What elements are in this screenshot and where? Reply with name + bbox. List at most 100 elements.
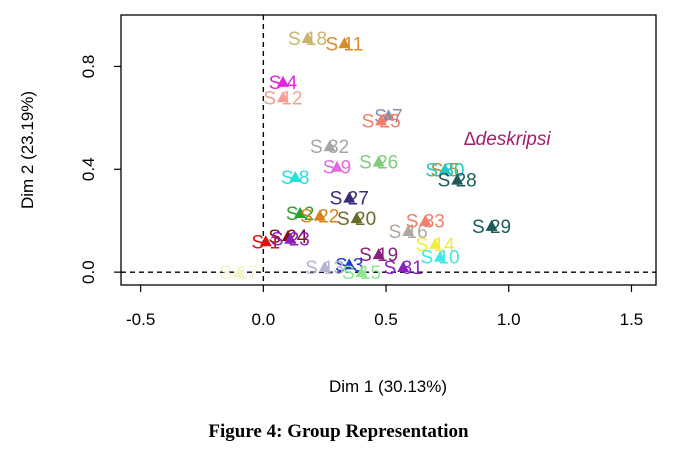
point-s19: S 19	[359, 245, 398, 266]
triangle-marker	[343, 191, 356, 203]
triangle-marker	[434, 250, 447, 262]
triangle-marker	[318, 261, 331, 272]
triangle-marker	[372, 248, 385, 260]
point-label: S 27	[330, 189, 369, 210]
point-label: S 16	[389, 222, 428, 243]
x-tick-label: -0.5	[126, 310, 155, 329]
point-label: S 2	[286, 204, 315, 225]
point-s12: S 12	[263, 88, 302, 109]
triangle-marker	[429, 237, 442, 249]
point-s10: S 10	[420, 248, 459, 269]
triangle-marker	[301, 32, 314, 44]
y-axis-title: Dim 2 (23.19%)	[18, 91, 37, 209]
x-tick-label: 0.5	[374, 310, 398, 329]
point-label: S 29	[472, 217, 511, 238]
point-label: S 10	[420, 248, 459, 269]
point-label: S 32	[310, 137, 349, 158]
point-s26: S 26	[359, 153, 398, 174]
triangle-marker	[284, 232, 297, 244]
y-tick-label: 0.8	[79, 55, 98, 79]
triangle-marker	[232, 266, 245, 278]
point-label: S 11	[325, 34, 363, 55]
triangle-marker	[355, 266, 368, 278]
point-label: S 15	[342, 263, 381, 284]
triangle-marker	[323, 140, 336, 152]
figure-caption: Figure 4: Group Representation	[208, 421, 469, 442]
triangle-marker	[372, 155, 385, 167]
triangle-marker	[375, 114, 388, 126]
point-s14: S 14	[416, 235, 456, 256]
point-label: S 23	[271, 230, 310, 251]
point-label: S 12	[263, 88, 302, 109]
point-s4: S 4	[269, 73, 298, 94]
triangle-marker	[289, 171, 302, 182]
point-label: S 22	[300, 207, 339, 228]
point-s32: S 32	[310, 137, 349, 158]
plot-frame	[120, 14, 657, 286]
point-s9: S 9	[323, 158, 352, 179]
legend-label: ∆deskripsi	[464, 129, 551, 150]
point-s22: S 22	[300, 207, 339, 228]
point-label: S 14	[416, 235, 456, 256]
point-label: S 1	[252, 232, 281, 253]
triangle-marker	[451, 173, 464, 185]
point-s17: S 17	[219, 263, 258, 284]
axes: -0.5 0.0 0.5 1.0 1.5 0.0 0.4 0.8	[79, 55, 643, 329]
point-s8: S 8	[281, 168, 310, 189]
point-s23: S 23	[271, 230, 310, 251]
triangle-marker	[343, 258, 356, 270]
point-s25: S 25	[362, 111, 401, 132]
triangle-marker	[438, 163, 451, 175]
point-label: S 26	[359, 153, 398, 174]
triangle-marker	[276, 75, 289, 87]
triangle-marker	[294, 207, 307, 218]
point-s31: S 31	[384, 258, 423, 279]
point-label: S 33	[406, 212, 445, 233]
point-s16: S 16	[389, 222, 428, 243]
triangle-marker	[338, 37, 351, 49]
point-label: S 4	[269, 73, 298, 94]
point-s20: S 20	[337, 209, 376, 230]
triangle-marker	[330, 160, 343, 172]
point-label: S 20	[337, 209, 376, 230]
triangle-marker	[419, 214, 432, 226]
triangle-marker	[402, 225, 415, 236]
triangle-marker	[276, 91, 289, 103]
point-s30: S 30	[425, 160, 464, 181]
point-s3: S 3	[335, 255, 364, 276]
point-s27: S 27	[330, 189, 369, 210]
x-tick-label: 1.0	[497, 310, 521, 329]
point-label: S 28	[438, 171, 477, 192]
point-s15: S 15	[342, 263, 381, 284]
point-s18: S 18	[288, 29, 327, 50]
point-label: S 19	[359, 245, 398, 266]
point-s28: S 28	[438, 171, 477, 192]
point-label: S 30	[425, 160, 464, 181]
point-label: S 3	[335, 255, 364, 276]
y-tick-label: 0.0	[79, 260, 98, 284]
triangle-marker	[313, 209, 326, 221]
triangle-marker	[485, 219, 498, 231]
point-s11: S 11	[325, 34, 363, 55]
point-label: S 18	[288, 29, 327, 50]
x-axis-title: Dim 1 (30.13%)	[329, 377, 447, 396]
point-s2: S 2	[286, 204, 315, 225]
point-label: S 17	[219, 263, 258, 284]
triangle-marker	[382, 109, 395, 121]
point-s33: S 33	[406, 212, 445, 233]
triangle-marker	[350, 212, 363, 224]
point-label: S 13	[305, 258, 344, 279]
x-tick-label: 0.0	[252, 310, 276, 329]
x-tick-label: 1.5	[620, 310, 644, 329]
point-label: S 25	[362, 111, 401, 132]
point-label: S 9	[323, 158, 352, 179]
triangle-marker	[397, 261, 410, 272]
point-s29: S 29	[472, 217, 511, 238]
point-label: S 31	[384, 258, 423, 279]
point-label: S 8	[281, 168, 310, 189]
y-tick-label: 0.4	[79, 157, 98, 181]
point-s1: S 1	[252, 232, 281, 253]
triangle-marker	[259, 235, 272, 247]
